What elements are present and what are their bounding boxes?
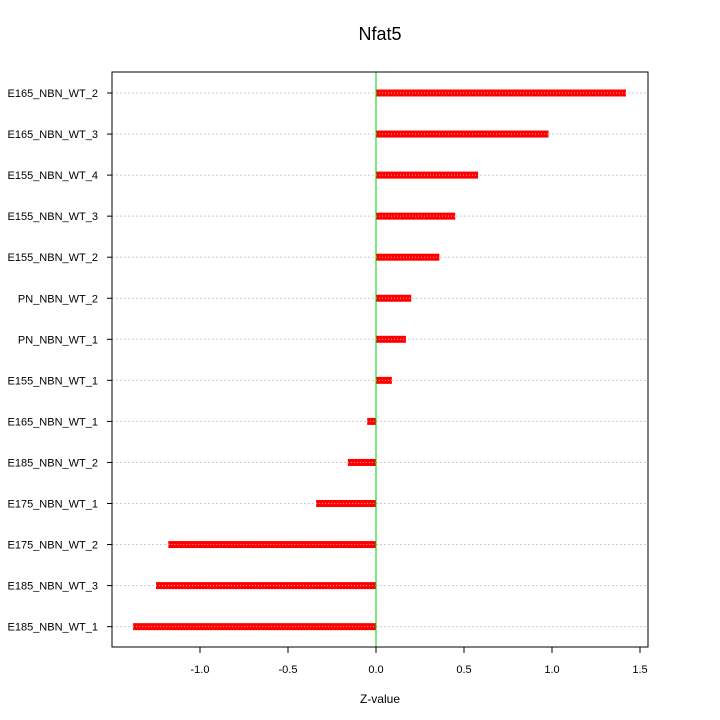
y-tick-label: E185_NBN_WT_2: [8, 457, 99, 469]
x-tick-label: 1.0: [544, 664, 559, 676]
x-tick-label: -0.5: [279, 664, 298, 676]
x-tick-label: 0.5: [456, 664, 471, 676]
y-tick-label: E185_NBN_WT_3: [8, 581, 99, 593]
bar-PN_NBN_WT_1: [376, 335, 406, 343]
plot-frame: [111, 71, 649, 648]
bar-E175_NBN_WT_2: [168, 541, 376, 549]
chart-title: Nfat5: [358, 24, 401, 44]
bar-E165_NBN_WT_2: [376, 89, 626, 97]
y-axis-labels: E165_NBN_WT_2 E165_NBN_WT_3 E155_NBN_WT_4 E…: [8, 88, 112, 634]
y-tick-label: E155_NBN_WT_1: [8, 375, 99, 387]
bar-E165_NBN_WT_3: [376, 130, 549, 138]
bar-E155_NBN_WT_1: [376, 376, 392, 384]
y-tick-label: E165_NBN_WT_3: [8, 129, 99, 141]
bar-E175_NBN_WT_1: [316, 500, 376, 507]
y-tick-label: PN_NBN_WT_2: [18, 293, 98, 305]
x-axis: -1.0 -0.5 0.0 0.5 1.0 1.5: [191, 646, 648, 676]
bar-PN_NBN_WT_2: [376, 294, 412, 302]
x-tick-label: 0.0: [368, 664, 383, 676]
bar-E185_NBN_WT_3: [156, 582, 376, 590]
bar-E185_NBN_WT_2: [347, 458, 376, 466]
x-tick-label: 1.5: [632, 664, 647, 676]
y-tick-label: PN_NBN_WT_1: [18, 334, 98, 346]
x-axis-title: Z-value: [360, 692, 400, 706]
y-tick-label: E155_NBN_WT_3: [8, 211, 99, 223]
bar-E155_NBN_WT_2: [376, 253, 440, 261]
y-tick-label: E165_NBN_WT_1: [8, 416, 99, 428]
x-tick-label: -1.0: [191, 664, 210, 676]
bar-E165_NBN_WT_1: [367, 417, 376, 425]
y-tick-label: E175_NBN_WT_1: [8, 499, 99, 511]
y-tick-label: E175_NBN_WT_2: [8, 540, 99, 552]
y-tick-label: E155_NBN_WT_2: [8, 252, 99, 264]
y-tick-label: E185_NBN_WT_1: [8, 622, 99, 634]
bars: [133, 89, 626, 631]
y-tick-label: E155_NBN_WT_4: [8, 170, 99, 182]
bar-E185_NBN_WT_1: [133, 623, 376, 631]
y-tick-label: E165_NBN_WT_2: [8, 88, 99, 100]
